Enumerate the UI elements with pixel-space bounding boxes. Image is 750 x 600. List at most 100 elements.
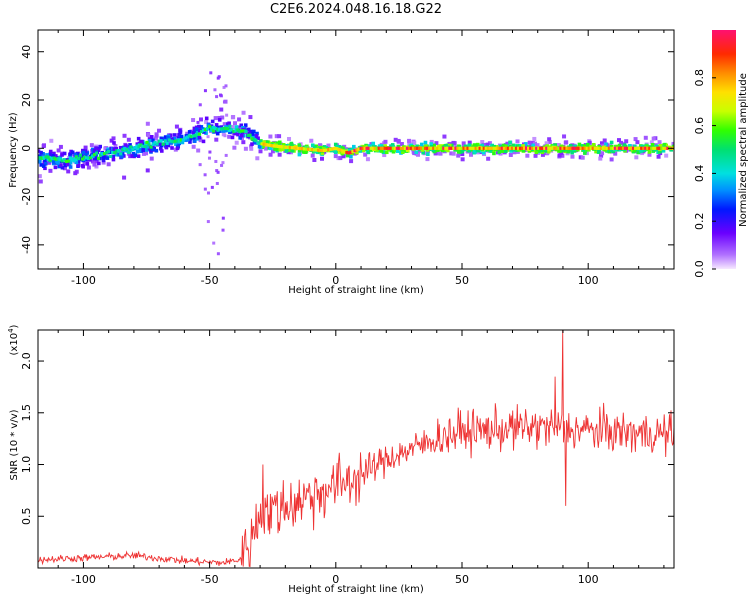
spectrogram-cell (661, 149, 666, 153)
spectrogram-cell (196, 120, 200, 124)
spectrogram-cell (349, 154, 353, 159)
spectrogram-cell (467, 143, 472, 147)
spectrogram-cell (255, 156, 260, 161)
spectrogram-ridge-cell (171, 140, 175, 144)
spectrogram-cell (209, 71, 213, 75)
snr-x-tick-label: 50 (455, 573, 469, 586)
spectrogram-ridge-cell (270, 144, 274, 148)
spectrogram-cell (500, 149, 504, 153)
spectrogram-ridge-cell (272, 144, 276, 148)
spectrogram-cell (120, 152, 125, 156)
spectrogram-cell (529, 144, 534, 149)
spectrogram-ridge-cell (66, 159, 70, 163)
spectrogram-cell (176, 144, 180, 149)
spectrogram-ridge-cell (652, 146, 656, 150)
spectrogram-cell (220, 163, 224, 167)
spectrogram-ridge-cell (92, 152, 97, 157)
spectrogram-ridge-cell (486, 146, 490, 150)
spectrogram-ridge-cell (642, 146, 646, 150)
spectrogram-ridge-cell (141, 144, 145, 148)
spectrogram-ridge-cell (88, 156, 93, 160)
spectrogram-cell (93, 154, 98, 159)
spectrogram-cell (333, 154, 338, 159)
spectrogram-ridge-cell (518, 146, 523, 150)
spectrogram-cell (642, 148, 647, 152)
spectrogram-cell (472, 143, 477, 147)
spectrogram-cell (158, 142, 162, 146)
spectrogram-cell (609, 140, 614, 145)
spectrogram-cell (80, 163, 85, 168)
snr-y-tick-label: 0.5 (20, 508, 33, 526)
spectrogram-cell (197, 135, 202, 140)
spectrogram-cell (215, 169, 219, 173)
spectrogram-ridge-cell (339, 148, 343, 152)
spectrogram-cell (451, 140, 456, 145)
spectrogram-cell (73, 171, 78, 176)
spectrogram-cell (194, 125, 199, 130)
spectrogram-ridge-cell (40, 156, 44, 160)
spectrogram-ridge-cell (569, 146, 573, 150)
spectrogram-cell (639, 149, 643, 153)
spectrogram-cell (609, 157, 614, 162)
spectrogram-cell (371, 141, 376, 146)
spectrogram-ridge-cell (294, 146, 299, 150)
spectrogram-cell (214, 159, 218, 163)
spectrogram-cell (159, 146, 163, 151)
spectrogram-ridge-cell (353, 149, 357, 153)
spectrogram-cell (220, 115, 225, 120)
spectrogram-cell (227, 128, 232, 133)
spectrogram-ridge-cell (488, 146, 492, 150)
spectrogram-cell (236, 132, 240, 137)
spectrogram-ridge-cell (565, 146, 569, 150)
spectrogram-ridge-cell (355, 148, 359, 152)
spectrogram-x-tick-label: 0 (332, 274, 339, 287)
spectrogram-cell (216, 252, 220, 256)
spectrogram-cell (111, 157, 116, 162)
spectrogram-ridge-cell (426, 146, 430, 150)
spectrogram-cell (213, 88, 217, 92)
spectrogram-ridge-cell (567, 146, 571, 150)
spectrogram-cell (560, 153, 565, 158)
spectrogram-cell (154, 133, 159, 138)
spectrogram-ridge-cell (250, 137, 254, 141)
spectrogram-cell (252, 141, 257, 145)
spectrogram-panel: -100 -50 0 50 100 -40 -20 0 20 40 Height of strai… (8, 29, 675, 296)
spectrogram-cell (504, 144, 508, 149)
spectrogram-cell (451, 151, 456, 156)
spectrogram-ridge-cell (201, 128, 206, 132)
spectrogram-ridge-cell (78, 153, 82, 157)
spectrogram-cell (204, 131, 208, 135)
spectrogram-cell (309, 138, 314, 143)
spectrogram-ridge-cell (74, 155, 78, 159)
spectrogram-ridge-cell (163, 139, 167, 144)
spectrogram-cell (111, 136, 116, 141)
spectrogram-cell (221, 216, 225, 220)
spectrogram-ridge-cell (514, 146, 519, 150)
spectrogram-cell (197, 128, 202, 133)
spectrogram-ridge-cell (389, 146, 393, 150)
spectrogram-cell (628, 144, 632, 148)
spectrogram-ridge-cell (365, 146, 369, 150)
spectrogram-cell (615, 144, 619, 149)
spectrogram-ridge-cell (266, 143, 270, 147)
spectrogram-cell (338, 156, 343, 161)
spectrogram-cell (518, 143, 522, 148)
spectrogram-cell (566, 149, 570, 154)
spectrogram-ridge-cell (428, 146, 432, 150)
spectrogram-ridge-cell (660, 146, 664, 150)
spectrogram-ridge-cell (173, 139, 177, 143)
spectrogram-ridge-cell (337, 147, 341, 152)
spectrogram-ridge-cell (553, 146, 557, 150)
spectrogram-ridge-cell (292, 146, 297, 150)
spectrogram-ridge-cell (258, 140, 262, 144)
spectrogram-cell (227, 121, 231, 126)
spectrogram-cell (511, 143, 516, 148)
spectrogram-ridge-cell (498, 146, 502, 150)
spectrogram-cell (227, 134, 232, 139)
spectrogram-cell (547, 137, 552, 142)
spectrogram-ridge-cell (125, 147, 129, 152)
spectrogram-ridge-cell (516, 146, 521, 150)
spectrogram-cell (81, 150, 86, 155)
spectrogram-cell (335, 145, 340, 149)
spectrogram-ridge-cell (315, 148, 319, 152)
